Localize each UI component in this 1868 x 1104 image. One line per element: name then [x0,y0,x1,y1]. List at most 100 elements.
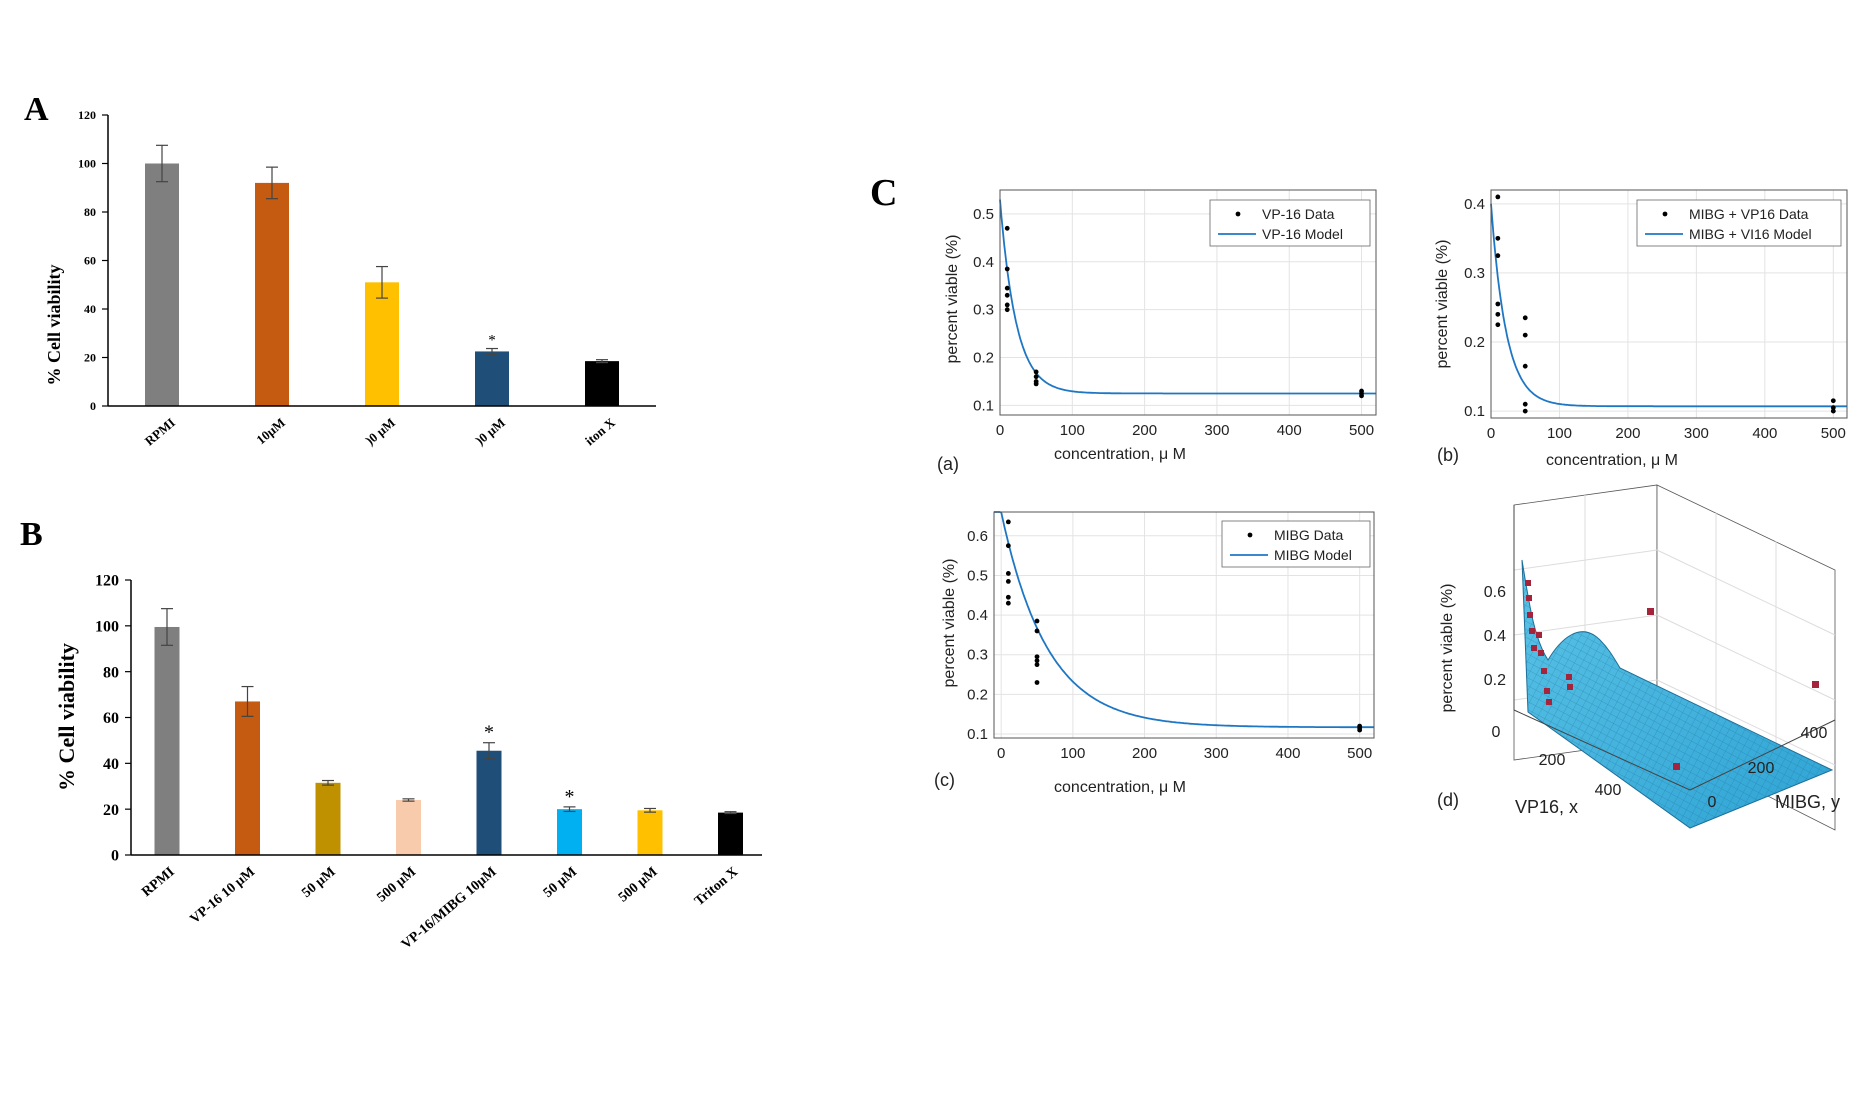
y-tick-label: 400 [1801,725,1828,742]
x-tick-label: 400 [1752,425,1777,442]
data-point [1033,381,1039,387]
y-tick-label: 200 [1748,760,1775,777]
surface-data-point [1673,763,1680,770]
y-tick-label: 0.2 [973,350,994,367]
data-point [1004,266,1010,272]
significance-marker: * [565,786,575,808]
model-curve [994,511,1374,729]
data-point [1004,285,1010,291]
bar [476,750,502,855]
surface-mesh-lines [1522,560,1832,828]
y-tick-label: 40 [84,302,96,316]
y-tick-label: 100 [95,618,119,635]
category-label: Triton X [692,865,741,910]
surface-y-tick-labels: 0 200 400 [1708,725,1828,811]
legend-box [1209,199,1371,247]
surface-data-point [1538,650,1544,656]
panel-c-c-x-axis-label: concentration, μ M [1054,779,1186,796]
panel-letter-c: C [870,172,897,214]
y-tick-label: 0 [90,399,96,413]
data-point [1034,680,1040,685]
panel-a-y-tick-labels: 0 20 40 60 80 100 120 [78,108,108,413]
y-tick-label: 0.3 [967,647,988,664]
y-tick-label: 0 [1708,794,1717,811]
x-tick-label: 100 [1060,422,1085,439]
data-point [1005,571,1011,576]
panel-c-a-x-axis-label: concentration, μ M [1054,446,1186,463]
bar [235,701,260,855]
data-point [1004,307,1010,313]
panel-c-b-x-axis-label: concentration, μ M [1546,452,1678,469]
panel-c-b-y-axis-label: percent viable (%) [1434,240,1451,369]
data-point [1357,727,1363,733]
plot-frame [993,511,1375,739]
x-tick-label: 300 [1684,425,1709,442]
legend-box [1636,199,1842,247]
model-curve [1490,203,1847,408]
bar [255,182,289,406]
surface-data-point [1541,668,1547,674]
x-tick-label: 200 [1615,425,1640,442]
data-point [1004,225,1010,231]
y-tick-label: 0.3 [973,302,994,319]
legend-box [1221,520,1371,568]
bar [154,626,180,855]
x-tick-label: 100 [1547,425,1572,442]
data-point [1005,600,1011,606]
x-tick-label: 400 [1275,745,1300,762]
y-tick-label: 40 [103,756,119,773]
surface-x-tick-labels: 0 200 400 [1492,724,1622,799]
bar [145,163,179,406]
y-tick-label: 60 [103,710,119,727]
legend-entry-model: MIBG + VI16 Model [1689,226,1812,242]
panel-a-bar-chart: 0 20 40 60 80 100 120 % Cell viability * RPMI 1… [44,108,656,449]
y-tick-label: 100 [78,157,96,171]
data-point [1495,253,1501,259]
bar [475,351,509,406]
panel-c-c-plot: percent viable (%) concentration, μ M (c… [934,511,1375,796]
y-tick-label: 0.5 [973,206,994,223]
data-point [1034,662,1040,668]
category-label: )0 μM [362,415,397,448]
x-tick-label: 200 [1539,752,1566,769]
category-label: VP-16 10 μM [188,865,259,928]
legend-entry-data: MIBG + VP16 Data [1689,206,1809,222]
panel-c-a-plot: percent viable (%) concentration, μ M (a… [937,189,1377,474]
y-tick-label: 0.1 [973,397,994,414]
panel-c-a-y-axis-label: percent viable (%) [944,235,961,364]
legend-entry-data: VP-16 Data [1262,206,1335,222]
legend-entry-model: MIBG Model [1274,547,1352,563]
y-tick-label: 0.5 [967,567,988,584]
category-label: RPMI [142,415,178,449]
data-point [1005,543,1011,549]
data-point [1495,194,1501,200]
y-tick-label: 20 [103,802,119,819]
x-tick-label: 0 [997,745,1005,762]
x-tick-label: 0 [996,422,1004,439]
panel-c-c-y-axis-label: percent viable (%) [941,559,958,688]
x-tick-label: 400 [1595,782,1622,799]
category-label: iton X [582,414,618,448]
x-tick-label: 500 [1821,425,1846,442]
panel-c-b-panel-label: (b) [1437,445,1459,465]
x-tick-label: 100 [1060,745,1085,762]
surface-data-point [1647,608,1654,615]
panel-b-y-axis-label: % Cell viability [54,643,79,791]
data-point [1830,398,1836,404]
data-point [1034,618,1040,624]
y-tick-label: 120 [95,573,119,590]
x-tick-label: 400 [1277,422,1302,439]
data-point [1004,292,1010,298]
plot-frame [999,189,1377,416]
data-point [1005,594,1011,600]
data-point [1495,311,1501,317]
x-tick-label: 200 [1132,422,1157,439]
surface-data-point [1529,628,1535,634]
panel-letter-a: A [24,91,49,128]
panel-letter-b: B [20,516,43,553]
significance-marker: * [488,333,496,349]
legend-entry-data: MIBG Data [1274,527,1343,543]
surface-data-point [1531,645,1537,651]
x-tick-label: 200 [1132,745,1157,762]
